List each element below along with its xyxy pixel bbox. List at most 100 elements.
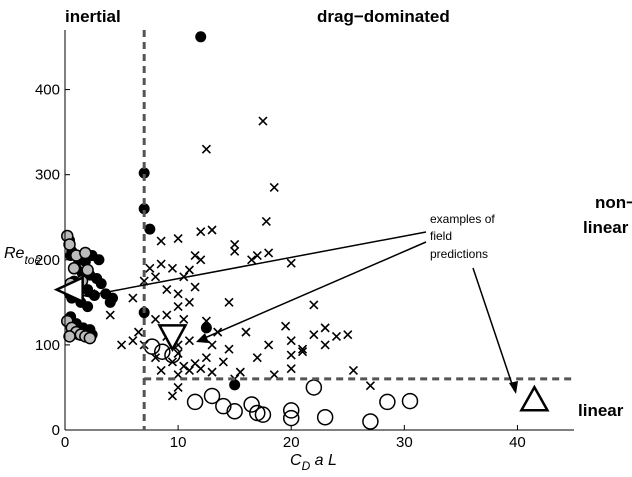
cross-point: [331, 331, 342, 341]
open-circle-point: [305, 379, 323, 396]
cross-point: [241, 327, 251, 337]
cross-point: [264, 340, 274, 350]
filled-circle-point: [144, 223, 156, 235]
cross-point: [258, 116, 268, 126]
annotation-line2: field: [430, 229, 452, 243]
region-label-inertial: inertial: [65, 7, 121, 26]
cross-point: [252, 250, 262, 261]
region-label-nonlinear-line2: linear: [583, 218, 629, 237]
filled-circle-point: [138, 203, 150, 215]
open-circle-point: [79, 246, 92, 260]
cross-point: [297, 344, 308, 354]
cross-point: [133, 327, 144, 337]
cross-point: [247, 255, 257, 265]
cross-point: [173, 382, 183, 393]
cross-point: [201, 144, 211, 154]
cross-point: [196, 227, 206, 237]
cross-point: [184, 297, 194, 307]
cross-point: [196, 364, 206, 374]
region-label-linear: linear: [578, 401, 624, 420]
annotation-arrow-shaft-2: [199, 241, 427, 341]
cross-point: [184, 265, 194, 275]
cross-point: [173, 289, 183, 299]
filled-circle-point: [195, 31, 207, 43]
cross-point: [343, 330, 353, 340]
cross-point: [162, 310, 172, 320]
triangle-down-marker: [157, 324, 188, 353]
cross-point: [116, 340, 127, 350]
cross-point: [150, 314, 161, 324]
y-tick-label: 300: [35, 167, 60, 184]
filled-circle-point: [200, 322, 212, 334]
cross-point: [156, 365, 166, 375]
cross-point: [105, 310, 115, 320]
cross-point: [179, 361, 189, 371]
cross-point: [145, 263, 155, 273]
cross-point: [167, 391, 178, 401]
x-tick-label: 0: [61, 434, 69, 451]
x-tick-label: 10: [170, 434, 187, 451]
cross-point: [230, 246, 240, 256]
y-axis-label: Retoe: [4, 245, 41, 267]
cross-point: [196, 255, 206, 265]
cross-point: [264, 248, 274, 258]
y-tick-label: 400: [35, 82, 60, 99]
open-circle-point: [215, 397, 232, 415]
cross-point: [201, 353, 211, 363]
cross-point: [230, 239, 240, 250]
filled-circle-point: [104, 296, 116, 308]
cross-point: [179, 314, 189, 324]
cross-point: [207, 225, 217, 235]
cross-point: [261, 216, 271, 227]
cross-point: [224, 297, 234, 307]
x-tick-label: 30: [396, 434, 413, 451]
cross-point: [150, 272, 161, 282]
cross-point: [167, 263, 178, 273]
open-circle-point: [63, 238, 76, 251]
cross-point: [150, 353, 161, 363]
cross-point: [269, 370, 279, 380]
cross-point: [218, 357, 228, 367]
annotation-arrow-shaft-1: [85, 231, 427, 297]
cross-point: [173, 233, 183, 244]
cross-point: [297, 347, 308, 357]
cross-point: [309, 300, 319, 310]
open-circle-point: [83, 331, 97, 345]
open-circle-point: [379, 393, 396, 411]
cross-point: [184, 336, 194, 346]
cross-point: [252, 353, 262, 363]
filled-circle-point: [138, 167, 150, 179]
cross-point: [128, 293, 138, 303]
cross-point: [162, 285, 172, 295]
cross-point: [179, 272, 189, 282]
triangle-left-marker: [53, 275, 84, 304]
cross-point: [173, 302, 183, 312]
annotation-arrow-shaft-3: [472, 267, 515, 391]
annotation-arrowhead-2: [196, 333, 209, 343]
filled-circle-point: [95, 278, 107, 290]
cross-point: [348, 365, 358, 375]
cross-point: [365, 381, 375, 391]
open-circle-point: [362, 413, 379, 430]
cross-point: [320, 323, 330, 333]
x-tick-label: 20: [283, 434, 300, 451]
cross-point: [190, 250, 200, 261]
cross-point: [128, 336, 138, 346]
open-circle-point: [243, 396, 260, 413]
annotation-line1: examples of: [430, 212, 495, 226]
cross-point: [173, 370, 183, 380]
open-circle-point: [203, 387, 221, 405]
open-circle-point: [401, 392, 419, 410]
x-tick-label: 40: [509, 434, 526, 451]
annotation-arrowhead-1: [82, 289, 97, 299]
filled-circle-point: [82, 301, 94, 313]
open-circle-point: [63, 330, 76, 343]
cross-point: [190, 282, 200, 292]
open-circle-point: [154, 343, 171, 360]
cross-point: [286, 258, 296, 268]
cross-point: [224, 344, 234, 354]
cross-point: [207, 367, 217, 377]
cross-point: [156, 236, 166, 246]
cross-point: [309, 330, 319, 340]
y-tick-label: 0: [52, 422, 60, 439]
